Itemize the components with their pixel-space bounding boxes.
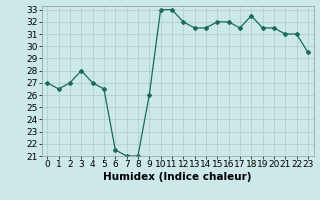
X-axis label: Humidex (Indice chaleur): Humidex (Indice chaleur) bbox=[103, 172, 252, 182]
